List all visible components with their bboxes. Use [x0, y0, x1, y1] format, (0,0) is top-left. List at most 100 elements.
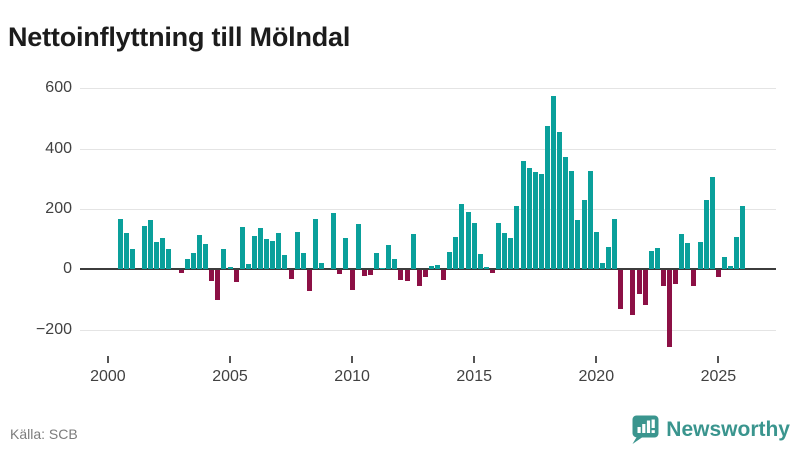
bar-2014Q1 — [447, 252, 453, 270]
bar-2012Q3 — [410, 233, 416, 270]
bar-2005Q4 — [245, 264, 251, 270]
bar-2023Q4 — [685, 242, 691, 270]
bar-2026Q1 — [740, 205, 746, 270]
bar-2024Q1 — [691, 270, 697, 286]
bar-2019Q3 — [581, 199, 587, 270]
bar-2015Q1 — [471, 223, 477, 270]
bar-2005Q3 — [239, 226, 245, 270]
bar-2009Q3 — [337, 270, 343, 274]
bar-2025Q2 — [722, 256, 727, 270]
bar-2020Q3 — [606, 246, 611, 270]
bar-2015Q2 — [477, 253, 483, 270]
bar-2001Q4 — [148, 220, 154, 270]
bar-2018Q1 — [544, 126, 550, 270]
x-axis-label-2000: 2000 — [90, 368, 126, 385]
bar-2008Q3 — [312, 218, 318, 270]
bar-2016Q2 — [502, 233, 508, 270]
bar-2023Q2 — [673, 270, 679, 284]
bar-2002Q3 — [166, 249, 172, 270]
x-axis-tick-2025 — [717, 356, 720, 363]
bar-2016Q4 — [514, 205, 520, 270]
bar-2015Q4 — [490, 270, 495, 273]
bar-2007Q4 — [294, 232, 300, 270]
zero-axis-line — [80, 268, 776, 271]
bar-2002Q1 — [154, 242, 160, 270]
bar-2011Q3 — [386, 245, 392, 270]
bar-2009Q2 — [331, 213, 337, 270]
bar-2001Q1 — [129, 248, 135, 270]
bar-2022Q1 — [642, 270, 648, 305]
bar-2001Q3 — [142, 226, 148, 270]
bar-2004Q4 — [221, 249, 227, 270]
bar-2010Q4 — [367, 270, 373, 276]
bar-2025Q4 — [734, 236, 740, 270]
bar-2006Q2 — [258, 228, 264, 270]
bar-2000Q3 — [117, 218, 123, 270]
bar-2007Q1 — [276, 232, 282, 270]
bar-2020Q2 — [599, 263, 605, 270]
bar-2007Q3 — [288, 270, 294, 279]
bar-2016Q1 — [496, 223, 502, 270]
bar-2025Q1 — [715, 270, 721, 277]
bar-2005Q1 — [227, 266, 233, 270]
bar-2017Q1 — [520, 161, 526, 270]
bar-2016Q3 — [508, 238, 514, 270]
x-axis-tick-2000 — [106, 356, 109, 363]
gridline-200 — [80, 208, 776, 210]
y-axis-label: 0 — [63, 260, 72, 278]
page-title: Nettoinflyttning till Mölndal — [8, 22, 351, 53]
bar-2011Q2 — [380, 267, 386, 270]
bar-2010Q1 — [349, 270, 355, 291]
bar-2004Q1 — [203, 243, 209, 270]
x-axis-label-2010: 2010 — [334, 368, 370, 385]
bar-2018Q3 — [557, 132, 563, 270]
bar-2022Q4 — [660, 270, 666, 286]
x-axis-tick-2015 — [473, 356, 476, 363]
bar-2023Q1 — [667, 270, 673, 348]
bar-2018Q2 — [551, 95, 557, 270]
bar-2009Q4 — [343, 238, 349, 270]
bar-2024Q4 — [709, 177, 715, 270]
bar-2012Q1 — [398, 270, 404, 281]
bar-2021Q1 — [618, 270, 624, 310]
x-axis-tick-2005 — [229, 356, 231, 363]
x-axis-label-2015: 2015 — [456, 368, 492, 385]
bar-2003Q3 — [190, 252, 196, 270]
bar-2008Q1 — [300, 252, 306, 270]
bar-2010Q2 — [355, 224, 361, 270]
newsworthy-logo-text: Newsworthy — [666, 417, 790, 441]
bar-2020Q1 — [593, 232, 599, 270]
bar-2014Q3 — [459, 204, 465, 270]
y-axis-label: −200 — [35, 320, 72, 338]
bar-2008Q4 — [319, 262, 325, 270]
newsworthy-pin-barchart-icon — [632, 415, 659, 444]
bar-2010Q3 — [361, 270, 367, 277]
y-axis-label: 600 — [45, 79, 72, 97]
bar-2020Q4 — [612, 219, 618, 270]
bar-2013Q2 — [428, 266, 434, 270]
bar-2011Q1 — [374, 253, 380, 270]
bar-2005Q2 — [233, 270, 239, 283]
x-axis-label-2025: 2025 — [700, 368, 737, 385]
bar-2019Q1 — [569, 171, 575, 270]
bar-2013Q1 — [422, 270, 428, 277]
bar-2018Q4 — [563, 156, 569, 270]
bar-2008Q2 — [306, 270, 312, 292]
bar-2022Q2 — [648, 250, 654, 270]
bar-2003Q2 — [184, 259, 190, 270]
bar-2025Q3 — [728, 265, 734, 270]
bar-2000Q4 — [123, 233, 129, 270]
bar-2014Q2 — [453, 236, 459, 270]
bar-2003Q4 — [196, 234, 202, 270]
y-axis-label: 400 — [45, 139, 72, 157]
bar-2015Q3 — [483, 266, 489, 270]
x-axis-label-2020: 2020 — [578, 368, 615, 385]
bar-2004Q3 — [215, 270, 221, 301]
bar-2012Q4 — [416, 270, 422, 287]
bar-2002Q2 — [160, 237, 166, 270]
bar-2011Q4 — [392, 259, 398, 270]
bar-2006Q3 — [264, 238, 270, 270]
bar-2019Q2 — [575, 220, 581, 270]
bar-2006Q4 — [270, 240, 276, 270]
bar-2013Q4 — [441, 270, 447, 281]
